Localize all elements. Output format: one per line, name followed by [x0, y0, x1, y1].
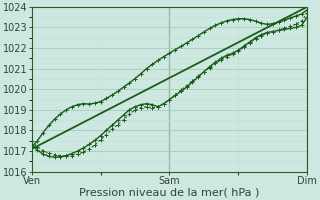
X-axis label: Pression niveau de la mer( hPa ): Pression niveau de la mer( hPa ) [79, 187, 260, 197]
